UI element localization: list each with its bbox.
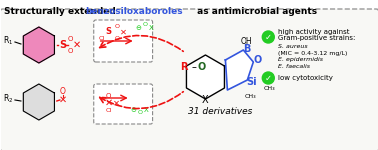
Text: ✕: ✕ — [73, 40, 81, 50]
Text: as antimicrobial agents: as antimicrobial agents — [194, 7, 318, 16]
Polygon shape — [23, 27, 54, 63]
Text: O: O — [138, 111, 143, 116]
Text: –: – — [191, 62, 196, 72]
Text: ✕: ✕ — [105, 98, 113, 108]
Text: S: S — [106, 27, 112, 36]
Text: E. faecalis: E. faecalis — [278, 64, 310, 69]
Text: Structurally extended: Structurally extended — [4, 7, 119, 16]
Text: R$_2$: R$_2$ — [3, 93, 13, 105]
Text: R: R — [180, 62, 187, 72]
Text: Cl: Cl — [105, 108, 112, 112]
Text: X: X — [202, 95, 209, 105]
Polygon shape — [225, 50, 253, 90]
Text: O: O — [114, 24, 119, 28]
Circle shape — [262, 31, 274, 43]
Text: O: O — [114, 36, 119, 40]
Text: (MIC = 0.4-3.12 mg/L): (MIC = 0.4-3.12 mg/L) — [278, 51, 348, 56]
Text: Si: Si — [246, 77, 257, 87]
Text: S: S — [59, 40, 67, 50]
Text: 31 derivatives: 31 derivatives — [188, 108, 253, 117]
Circle shape — [262, 72, 274, 84]
Text: O: O — [106, 93, 112, 99]
Text: ✕: ✕ — [120, 27, 127, 36]
Text: ⊖: ⊖ — [136, 25, 141, 31]
Text: low cytotoxicity: low cytotoxicity — [278, 75, 333, 81]
Text: ✓: ✓ — [265, 33, 272, 42]
Text: ✕: ✕ — [113, 99, 120, 108]
Text: high activity against: high activity against — [278, 29, 350, 35]
Text: CH₃: CH₃ — [245, 94, 256, 99]
Text: ⊖: ⊖ — [131, 107, 136, 113]
Text: OH: OH — [240, 36, 252, 45]
Text: ✓: ✓ — [265, 74, 272, 82]
Text: O: O — [253, 55, 262, 65]
FancyBboxPatch shape — [94, 20, 153, 62]
Text: E. epidermidis: E. epidermidis — [278, 57, 323, 63]
Text: benzosiloxaboroles: benzosiloxaboroles — [85, 7, 182, 16]
Text: Gram-positive strains:: Gram-positive strains: — [278, 35, 356, 41]
Text: B: B — [243, 44, 250, 54]
Text: X: X — [149, 25, 154, 31]
Polygon shape — [186, 55, 225, 99]
Text: X: X — [144, 107, 149, 113]
Text: O: O — [143, 21, 148, 27]
Text: R$_1$: R$_1$ — [3, 35, 13, 47]
Polygon shape — [23, 84, 54, 120]
Text: O: O — [68, 48, 73, 54]
Text: O: O — [68, 36, 73, 42]
Text: O: O — [197, 62, 206, 72]
FancyBboxPatch shape — [0, 9, 378, 150]
Text: CH₃: CH₃ — [263, 85, 275, 90]
Text: O: O — [60, 87, 66, 96]
Text: S. aureus: S. aureus — [278, 44, 308, 48]
Text: ✕: ✕ — [59, 95, 67, 105]
Text: Cl: Cl — [99, 36, 105, 40]
FancyBboxPatch shape — [94, 84, 153, 124]
